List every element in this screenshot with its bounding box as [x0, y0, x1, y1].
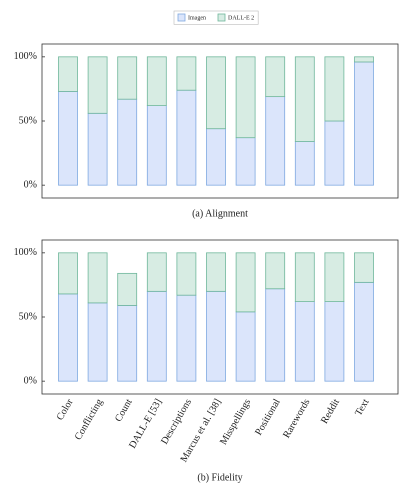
bar-segment [324, 252, 345, 302]
chart-caption: (b) Fidelity [197, 472, 242, 483]
bar-segment [117, 272, 138, 306]
bar-segment [58, 293, 78, 382]
bar-segment [294, 56, 315, 142]
bar-segment [117, 305, 138, 382]
bar-segment [235, 137, 256, 186]
bar-segment [324, 120, 345, 186]
bar-segment [58, 91, 78, 186]
chart-caption: (a) Alignment [192, 208, 248, 219]
x-tick-label: Count [113, 397, 135, 424]
bar-segment [87, 302, 108, 382]
bar-segment [146, 252, 167, 292]
bar-segment [324, 301, 345, 382]
bar-segment [206, 128, 226, 186]
legend-swatch [217, 13, 226, 22]
bar-segment [117, 98, 138, 186]
bar-segment [146, 56, 167, 106]
x-tick-label: Conflicting [73, 397, 105, 442]
bar-segment [265, 288, 286, 382]
bar-segment [146, 290, 167, 382]
bar-segment [176, 56, 197, 91]
x-tick-label: Rarewords [281, 397, 312, 440]
bar-segment [206, 290, 226, 382]
bar-segment [265, 56, 286, 98]
x-tick-label: Misspellings [218, 397, 253, 447]
legend-label: DALL-E 2 [228, 15, 254, 21]
x-tick-label: Color [55, 397, 76, 423]
bar-segment [176, 252, 197, 296]
x-tick-label: Reddit [319, 397, 342, 426]
bar-segment [206, 252, 226, 292]
bar-segment [146, 105, 167, 186]
bar-segment [176, 89, 197, 186]
bar-segment [87, 112, 108, 186]
y-tick-label: 100% [14, 247, 37, 258]
bar-segment [117, 56, 138, 100]
y-tick-label: 50% [19, 311, 37, 322]
y-tick-label: 0% [24, 375, 37, 386]
bar-segment [354, 252, 374, 283]
bar-segment [206, 56, 226, 130]
y-tick-label: 100% [14, 51, 37, 62]
bar-segment [58, 252, 78, 295]
bar-segment [294, 301, 315, 382]
bar-segment [354, 56, 374, 63]
bar-segment [87, 56, 108, 114]
legend-label: Imagen [188, 15, 206, 21]
bar-segment [354, 61, 374, 186]
bar-segment [87, 252, 108, 304]
legend: Imagen DALL-E 2 [173, 10, 259, 25]
bar-segment [58, 56, 78, 92]
bar-segment [265, 252, 286, 290]
bar-segment [235, 311, 256, 382]
bar-segment [354, 281, 374, 382]
bar-segment [324, 56, 345, 122]
bar-segment [235, 252, 256, 313]
x-tick-label: Positional [253, 397, 283, 437]
legend-frame [173, 10, 259, 25]
y-tick-label: 50% [19, 115, 37, 126]
y-tick-label: 0% [24, 179, 37, 190]
bar-segment [294, 141, 315, 186]
legend-swatch [177, 13, 186, 22]
bar-segment [235, 56, 256, 139]
bar-segment [294, 252, 315, 302]
bar-segment [265, 96, 286, 186]
x-tick-label: Text [353, 397, 371, 418]
bar-segment [176, 294, 197, 382]
